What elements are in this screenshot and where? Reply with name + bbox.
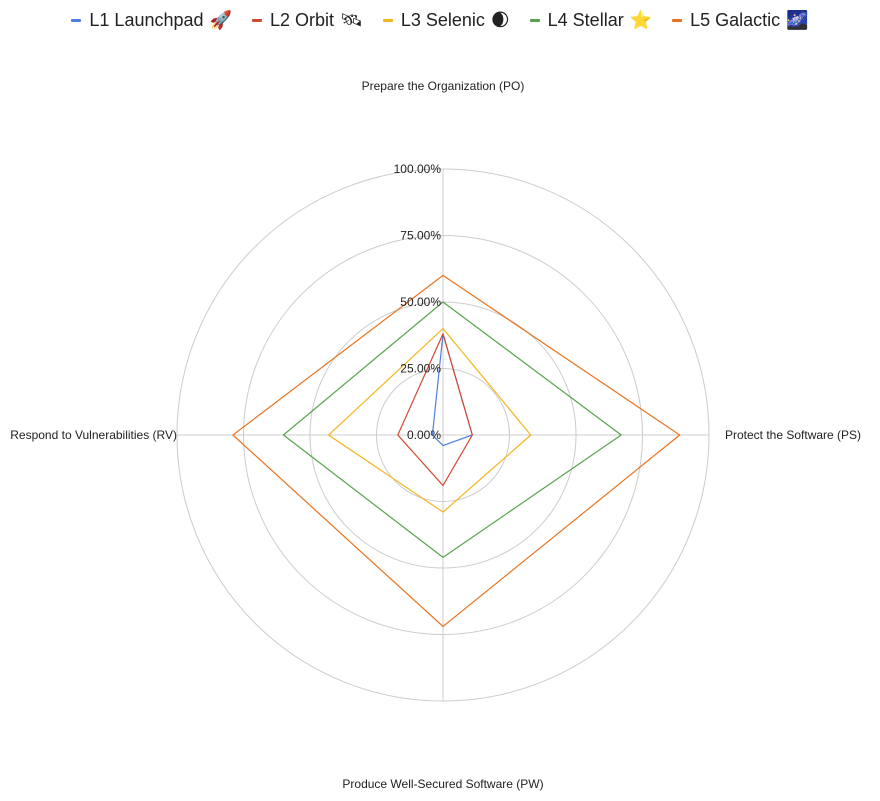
legend-label: L3 Selenic xyxy=(400,10,485,30)
legend-emoji: ⭐ xyxy=(629,10,653,31)
axis-label-2: Produce Well-Secured Software (PW) xyxy=(342,777,543,791)
legend-item-2[interactable]: L3 Selenic 🌒 xyxy=(382,10,510,31)
radial-tick-label-4: 100.00% xyxy=(394,162,442,176)
legend-item-3[interactable]: L4 Stellar ⭐ xyxy=(529,10,653,31)
legend-item-1[interactable]: L2 Orbit 🛰 xyxy=(251,10,363,31)
legend-label: L2 Orbit xyxy=(269,10,334,30)
radial-tick-label-1: 25.00% xyxy=(400,362,441,376)
legend-label: L4 Stellar xyxy=(547,10,624,30)
axis-label-0: Prepare the Organization (PO) xyxy=(362,79,525,93)
series-polygon-4[interactable] xyxy=(231,274,681,628)
legend-item-4[interactable]: L5 Galactic 🌌 xyxy=(672,10,809,31)
series-polygon-3[interactable] xyxy=(282,301,623,559)
radial-tick-label-3: 75.00% xyxy=(400,229,441,243)
legend-swatch xyxy=(382,19,393,22)
series-polygon-1[interactable] xyxy=(397,332,473,487)
legend-emoji: 🛰 xyxy=(339,10,363,31)
legend-emoji: 🌌 xyxy=(786,10,809,31)
legend-swatch xyxy=(672,19,683,22)
series-polygon-2[interactable] xyxy=(327,327,532,513)
legend-emoji: 🌒 xyxy=(490,10,510,31)
legend-label: L1 Launchpad xyxy=(89,10,204,30)
legend-emoji: 🚀 xyxy=(209,10,232,31)
chart-legend: L1 Launchpad 🚀 L2 Orbit 🛰 L3 Selenic 🌒 L4 Stel… xyxy=(0,10,880,31)
axis-label-1: Protect the Software (PS) xyxy=(725,428,861,442)
legend-label: L5 Galactic xyxy=(690,10,781,30)
legend-item-0[interactable]: L1 Launchpad 🚀 xyxy=(71,10,232,31)
radial-tick-label-0: 0.00% xyxy=(407,428,441,442)
legend-swatch xyxy=(529,19,540,22)
legend-swatch xyxy=(71,19,82,22)
axis-label-3: Respond to Vulnerabilities (RV) xyxy=(10,428,177,442)
radial-tick-label-2: 50.00% xyxy=(400,295,441,309)
legend-swatch xyxy=(251,19,262,22)
